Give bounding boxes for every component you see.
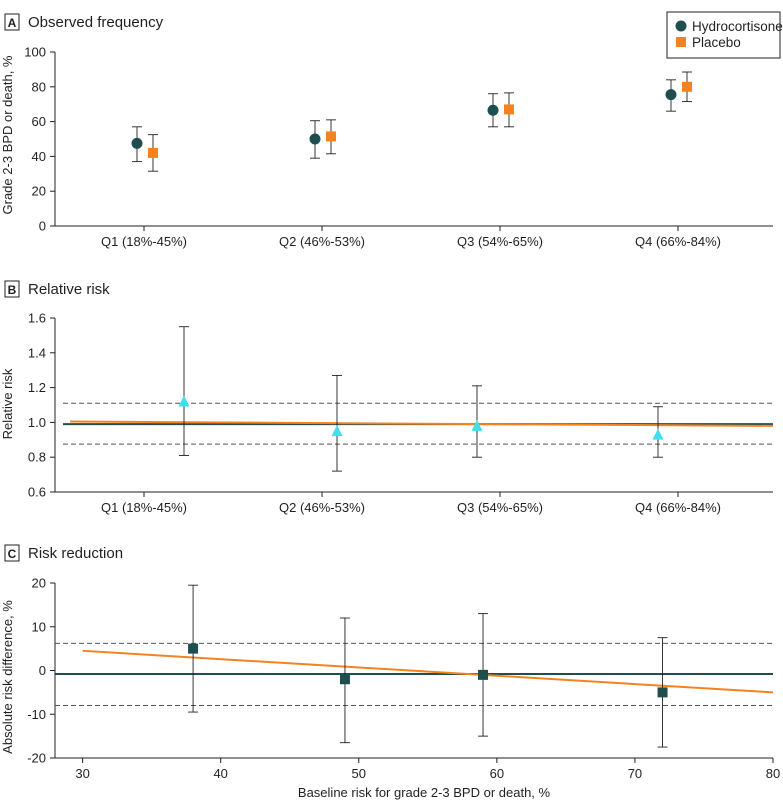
panel-b-y-tick-label: 1.4 <box>28 345 46 360</box>
panel-a-hydrocortisone-point <box>131 137 143 149</box>
panel-a-hydrocortisone-point <box>487 104 499 116</box>
panel-c-x-tick-label: 30 <box>75 766 89 781</box>
panel-c-y-tick-label: 20 <box>32 576 46 591</box>
panel-c-y-tick-label: 0 <box>39 663 46 678</box>
panel-b-x-tick-label: Q1 (18%-45%) <box>101 500 187 515</box>
panel-c-reference-line-solid <box>82 649 774 694</box>
panel-c-chart: Absolute risk difference, % Baseline ris… <box>0 576 780 801</box>
panel-a-header: A Observed frequency <box>4 13 164 31</box>
panel-a-placebo-point <box>504 104 514 115</box>
panel-a-placebo-point <box>682 81 692 92</box>
panel-b-y-tick-label: 1.2 <box>28 380 46 395</box>
panel-a-y-tick-label: 100 <box>24 45 46 60</box>
panel-b-badge <box>4 280 20 298</box>
panel-b-rr-point <box>331 425 343 437</box>
panel-c-x-tick-label: 60 <box>490 766 504 781</box>
panel-b-reference-line-solid <box>69 420 774 427</box>
panel-c-y-tick-label: 10 <box>32 619 46 634</box>
panel-c-x-tick-label: 70 <box>628 766 642 781</box>
panel-a-hydrocortisone-point <box>309 133 321 145</box>
legend-placebo-label: Placebo <box>692 35 741 50</box>
panel-b-rr-point <box>471 419 483 431</box>
panel-a-x-tick-label: Q4 (66%-84%) <box>635 234 721 249</box>
panel-c-x-axis-label: Baseline risk for grade 2-3 BPD or death… <box>298 785 551 800</box>
panel-a-chart: Grade 2-3 BPD or death, % 0 20 40 60 80 100 Q1… <box>0 45 773 249</box>
legend-box <box>666 11 781 59</box>
panel-b-rr-point <box>178 395 190 407</box>
panel-c-y-axis-label: Absolute risk difference, % <box>0 600 15 754</box>
panel-c-y-tick-label: -20 <box>27 751 46 766</box>
panel-b-y-axis-label: Relative risk <box>0 368 15 439</box>
panel-b-y-tick-label: 1.6 <box>28 311 46 326</box>
panel-a-y-tick-label: 60 <box>32 114 46 129</box>
panel-c-title: Risk reduction <box>28 545 123 562</box>
panel-b-x-tick-label: Q3 (54%-65%) <box>457 500 543 515</box>
panel-a-x-tick-label: Q1 (18%-45%) <box>101 234 187 249</box>
panel-b-title: Relative risk <box>28 281 110 298</box>
panel-c-x-tick-label: 80 <box>766 766 780 781</box>
panel-a-title: Observed frequency <box>28 14 164 31</box>
panel-a-placebo-point <box>326 131 336 142</box>
panel-a-letter: A <box>8 16 17 30</box>
panel-c-x-tick-label: 50 <box>352 766 366 781</box>
panel-b-rr-point <box>652 428 664 440</box>
panel-c-y-tick-label: -10 <box>27 707 46 722</box>
panel-b-header: B Relative risk <box>4 280 110 298</box>
panel-c-badge <box>4 544 20 562</box>
panel-c-header: C Risk reduction <box>4 544 123 562</box>
panel-a-hydrocortisone-point <box>665 89 677 101</box>
panel-b-chart: Relative risk 0.6 0.8 1.0 1.2 1.4 1.6 Q1 (18%-… <box>0 311 774 515</box>
panel-a-y-tick-label: 20 <box>32 184 46 199</box>
panel-b-y-tick-label: 0.6 <box>28 485 46 500</box>
panel-a-y-tick-label: 80 <box>32 79 46 94</box>
panel-b-x-tick-label: Q2 (46%-53%) <box>279 500 365 515</box>
panel-a-badge <box>4 13 20 31</box>
panel-c-ard-point <box>657 687 668 698</box>
panel-c-letter: C <box>8 547 17 561</box>
panel-a-y-tick-label: 40 <box>32 149 46 164</box>
panel-a-y-tick-label: 0 <box>39 219 46 234</box>
panel-a-x-tick-label: Q3 (54%-65%) <box>457 234 543 249</box>
panel-b-letter: B <box>8 283 17 297</box>
panel-c-ard-point <box>478 669 489 680</box>
panel-a-placebo-point <box>148 147 158 158</box>
panel-c-ard-point <box>339 674 350 685</box>
panel-c-x-tick-label: 40 <box>213 766 227 781</box>
legend-hydrocortisone-marker <box>675 20 687 32</box>
panel-b-x-tick-label: Q4 (66%-84%) <box>635 500 721 515</box>
legend-placebo-marker <box>676 37 686 47</box>
panel-a-y-axis-label: Grade 2-3 BPD or death, % <box>0 55 15 214</box>
panel-a-x-tick-label: Q2 (46%-53%) <box>279 234 365 249</box>
panel-c-ard-point <box>188 643 199 654</box>
panel-b-y-tick-label: 1.0 <box>28 415 46 430</box>
legend-hydrocortisone-label: Hydrocortisone <box>692 19 783 34</box>
panel-b-y-tick-label: 0.8 <box>28 450 46 465</box>
legend: Hydrocortisone Placebo <box>666 11 783 59</box>
